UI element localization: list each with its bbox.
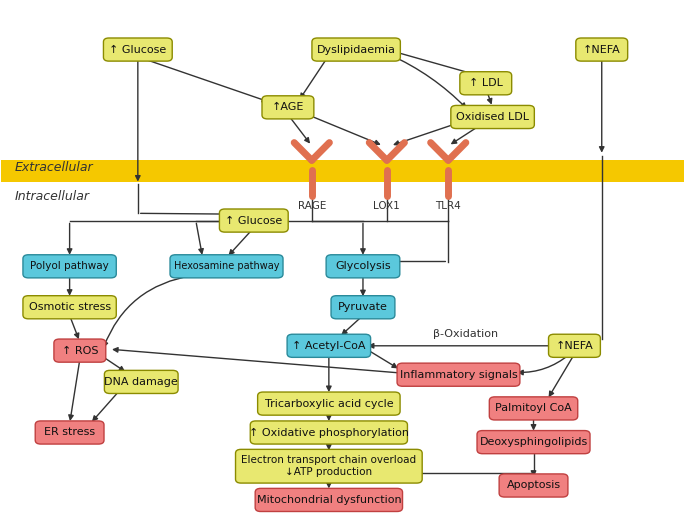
FancyBboxPatch shape	[1, 161, 684, 182]
Text: Electron transport chain overload
↓ATP production: Electron transport chain overload ↓ATP p…	[241, 456, 416, 477]
FancyBboxPatch shape	[258, 392, 400, 415]
FancyBboxPatch shape	[262, 96, 314, 119]
FancyBboxPatch shape	[219, 209, 288, 232]
Text: ↑ Glucose: ↑ Glucose	[109, 44, 166, 54]
FancyBboxPatch shape	[397, 363, 520, 386]
Text: TLR4: TLR4	[436, 201, 461, 211]
Text: ↑AGE: ↑AGE	[272, 103, 304, 112]
Text: ↑ Oxidative phosphorylation: ↑ Oxidative phosphorylation	[249, 427, 409, 438]
Text: Hexosamine pathway: Hexosamine pathway	[174, 262, 279, 271]
Text: Apoptosis: Apoptosis	[506, 481, 560, 491]
Text: Extracellular: Extracellular	[15, 161, 94, 174]
FancyBboxPatch shape	[256, 488, 403, 511]
Text: β-Oxidation: β-Oxidation	[433, 328, 498, 338]
Text: ↑ LDL: ↑ LDL	[469, 78, 503, 88]
Text: ↑NEFA: ↑NEFA	[583, 44, 621, 54]
FancyBboxPatch shape	[312, 38, 400, 61]
FancyBboxPatch shape	[23, 255, 116, 278]
Text: Tricarboxylic acid cycle: Tricarboxylic acid cycle	[264, 399, 393, 408]
Text: ↑NEFA: ↑NEFA	[556, 341, 593, 351]
Text: Dyslipidaemia: Dyslipidaemia	[316, 44, 396, 54]
FancyBboxPatch shape	[460, 72, 512, 95]
Text: Oxidised LDL: Oxidised LDL	[456, 112, 529, 122]
FancyBboxPatch shape	[477, 430, 590, 453]
Text: LOX1: LOX1	[373, 201, 400, 211]
Text: Polyol pathway: Polyol pathway	[30, 262, 109, 271]
FancyBboxPatch shape	[326, 255, 400, 278]
Text: ER stress: ER stress	[44, 427, 95, 438]
Text: ↑ Acetyl-CoA: ↑ Acetyl-CoA	[292, 341, 366, 351]
Text: DNA damage: DNA damage	[104, 377, 178, 387]
Text: Pyruvate: Pyruvate	[338, 302, 388, 312]
FancyBboxPatch shape	[104, 370, 178, 393]
FancyBboxPatch shape	[331, 295, 395, 319]
FancyBboxPatch shape	[35, 421, 104, 444]
FancyBboxPatch shape	[576, 38, 627, 61]
FancyBboxPatch shape	[250, 421, 408, 444]
Text: Intracellular: Intracellular	[15, 190, 90, 203]
Text: ↑ Glucose: ↑ Glucose	[225, 215, 282, 225]
FancyBboxPatch shape	[23, 295, 116, 319]
FancyBboxPatch shape	[236, 449, 422, 483]
Text: Palmitoyl CoA: Palmitoyl CoA	[495, 403, 572, 413]
FancyBboxPatch shape	[499, 474, 568, 497]
FancyBboxPatch shape	[489, 397, 577, 420]
FancyBboxPatch shape	[451, 106, 534, 129]
Text: Inflammatory signals: Inflammatory signals	[399, 370, 517, 380]
FancyBboxPatch shape	[549, 334, 600, 357]
FancyBboxPatch shape	[170, 255, 283, 278]
FancyBboxPatch shape	[54, 339, 105, 362]
Text: Glycolysis: Glycolysis	[335, 262, 390, 271]
Text: Mitochondrial dysfunction: Mitochondrial dysfunction	[257, 495, 401, 505]
Text: Deoxysphingolipids: Deoxysphingolipids	[479, 437, 588, 447]
Text: Osmotic stress: Osmotic stress	[29, 302, 111, 312]
Text: ↑ ROS: ↑ ROS	[62, 346, 98, 356]
FancyBboxPatch shape	[287, 334, 371, 357]
Text: RAGE: RAGE	[297, 201, 326, 211]
FancyBboxPatch shape	[103, 38, 172, 61]
